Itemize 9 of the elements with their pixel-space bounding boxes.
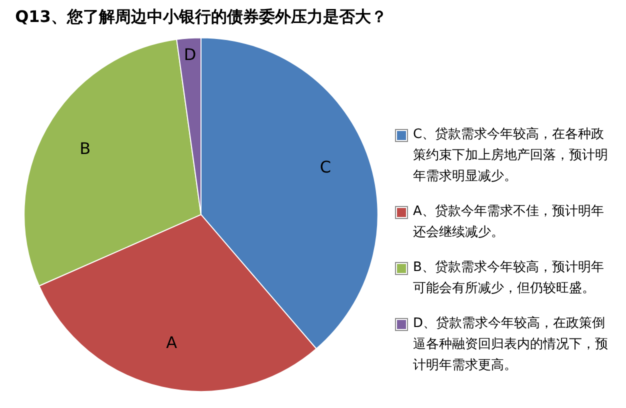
legend-label: C、贷款需求今年较高，在各种政策约束下加上房地产回落，预计明年需求明显减少。 (413, 126, 609, 186)
legend-label: B、贷款需求今年较高，预计明年可能会有所减少，但仍较旺盛。 (413, 259, 605, 298)
text: A (166, 333, 178, 352)
text: D (184, 44, 196, 64)
legend-label: D、贷款需求今年较高，在政策倒逼各种融资回归表内的情况下，预计明年需求更高。 (413, 315, 609, 375)
chart-title: Q13、您了解周边中小银行的债券委外压力是否大？ (15, 6, 387, 26)
text: C (320, 158, 331, 177)
text: B (80, 139, 91, 158)
legend-label: A、贷款今年需求不佳，预计明年还会继续减少。 (413, 203, 605, 242)
